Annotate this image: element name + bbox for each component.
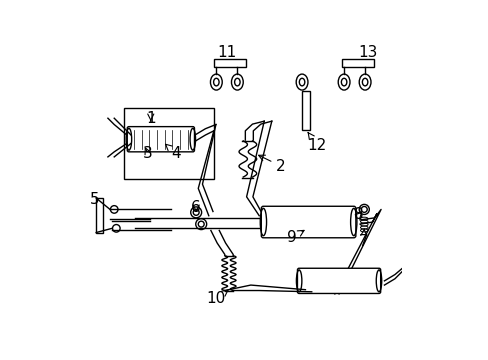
Text: 5: 5 [89, 192, 99, 207]
FancyBboxPatch shape [261, 206, 355, 238]
Text: 10: 10 [206, 289, 228, 306]
Text: 13: 13 [357, 45, 377, 60]
Text: 3: 3 [142, 146, 152, 161]
FancyBboxPatch shape [297, 268, 380, 293]
Bar [213, 59, 245, 67]
Text: 6: 6 [191, 200, 201, 215]
Text: 4: 4 [165, 144, 181, 161]
Text: 11: 11 [217, 45, 236, 60]
Text: 12: 12 [307, 132, 326, 153]
Text: 1: 1 [146, 111, 155, 126]
Text: 7: 7 [358, 229, 367, 249]
Text: 8: 8 [354, 207, 363, 222]
Bar [96, 198, 103, 233]
Text: 2: 2 [258, 155, 285, 174]
FancyBboxPatch shape [127, 127, 194, 152]
Bar [302, 91, 309, 130]
Bar [341, 59, 373, 67]
Text: 9: 9 [286, 230, 304, 245]
Bar [123, 108, 214, 179]
